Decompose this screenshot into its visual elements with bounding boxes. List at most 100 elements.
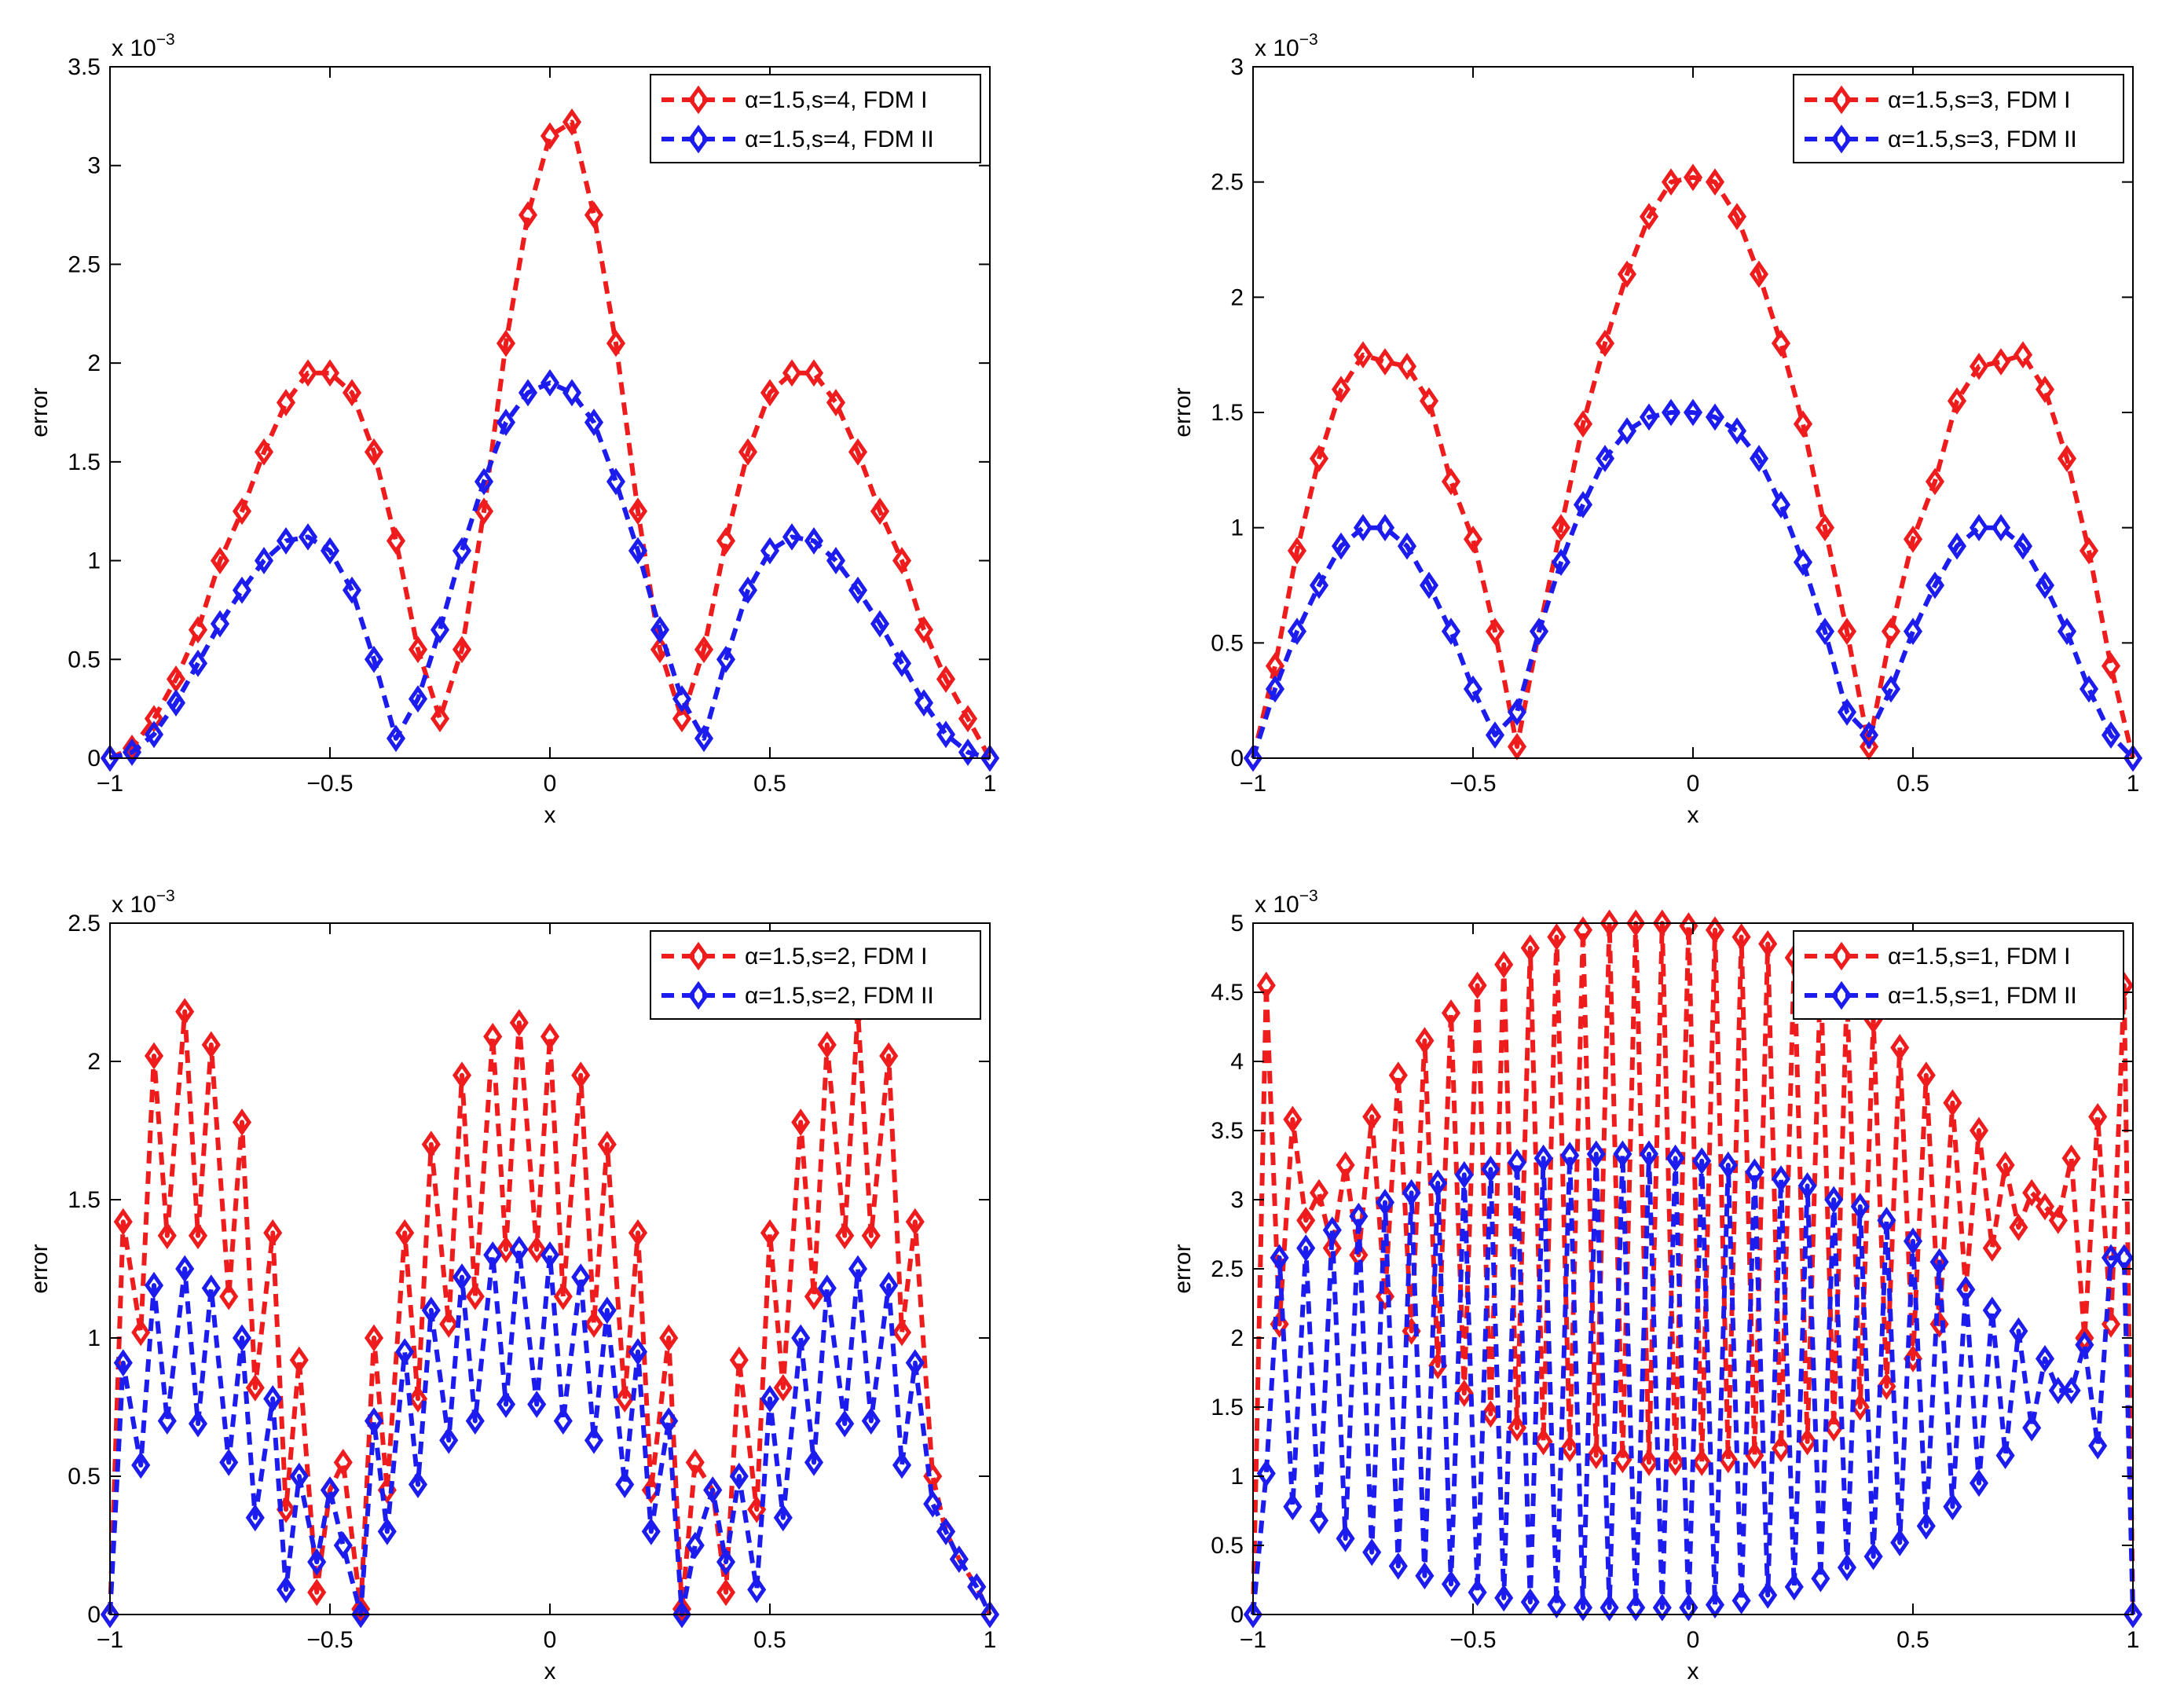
x-tick-label: 1: [2127, 771, 2140, 797]
data-point: [659, 1324, 679, 1352]
data-point: [1916, 1061, 1936, 1089]
data-point: [496, 1235, 516, 1263]
data-point: [430, 705, 450, 733]
data-point: [1749, 260, 1769, 288]
data-point: [628, 1338, 648, 1365]
y-tick-label: 1.5: [1211, 1395, 1244, 1420]
data-point: [1520, 1588, 1540, 1616]
data-point: [540, 1241, 560, 1269]
data-point: [2035, 1193, 2055, 1221]
plot-area: [110, 67, 990, 758]
data-point: [1441, 999, 1461, 1027]
y-scale-label: x 10−3: [112, 31, 175, 61]
x-tick-label: 1: [984, 1627, 997, 1653]
data-point: [2088, 1103, 2108, 1131]
data-point: [496, 409, 516, 436]
data-point: [1507, 1414, 1527, 1442]
data-point: [1485, 618, 1505, 646]
data-point: [2057, 618, 2077, 646]
data-point: [1665, 1449, 1685, 1476]
data-point: [430, 616, 450, 643]
x-tick-label: −1: [1240, 771, 1266, 797]
data-point: [157, 1407, 177, 1435]
data-point: [1265, 675, 1285, 703]
data-point: [465, 1407, 485, 1435]
data-point: [1837, 698, 1857, 726]
data-point: [232, 1109, 252, 1136]
data-point: [1784, 1573, 1804, 1601]
data-point: [672, 685, 692, 713]
data-point: [245, 1504, 265, 1532]
data-point: [1881, 675, 1901, 703]
data-point: [1397, 532, 1417, 560]
data-point: [254, 438, 274, 466]
data-point: [131, 1451, 151, 1479]
y-tick-label: 2: [87, 350, 101, 376]
data-point: [1375, 1189, 1395, 1216]
data-point: [870, 497, 890, 526]
data-point: [980, 1600, 1000, 1629]
data-point: [628, 497, 648, 526]
data-point: [1661, 398, 1681, 427]
data-point: [659, 1407, 679, 1435]
data-point: [144, 720, 164, 749]
data-point: [1547, 923, 1567, 951]
data-point: [1441, 618, 1461, 646]
data-point: [1375, 348, 1395, 376]
data-point: [2009, 1213, 2028, 1241]
data-point: [1617, 417, 1637, 445]
x-tick-label: −0.5: [1449, 771, 1496, 797]
data-point: [716, 1578, 736, 1607]
data-point: [188, 1409, 208, 1438]
data-point: [2101, 1244, 2121, 1272]
data-point: [1415, 1027, 1435, 1054]
data-point: [364, 645, 384, 673]
data-point: [1586, 1140, 1606, 1168]
legend-marker: [1830, 85, 1852, 115]
legend: α=1.5,s=2, FDM I α=1.5,s=2, FDM II: [650, 930, 981, 1020]
data-point: [562, 108, 582, 136]
x-tick-label: −1: [97, 1627, 123, 1653]
data-point: [1441, 1570, 1461, 1598]
series-2: [1243, 1140, 2143, 1629]
data-point: [2035, 571, 2055, 599]
data-point: [157, 1222, 177, 1250]
data-point: [1419, 387, 1439, 415]
data-point: [1375, 514, 1395, 542]
data-point: [408, 1385, 428, 1413]
data-point: [2035, 376, 2055, 404]
data-point: [439, 1310, 459, 1338]
data-point: [1824, 1414, 1844, 1442]
data-point: [1349, 1202, 1369, 1230]
data-point: [835, 1222, 855, 1250]
data-point: [1665, 1144, 1685, 1172]
y-tick-label: 3.5: [68, 54, 101, 80]
data-point: [1652, 1593, 1672, 1622]
data-point: [1626, 1593, 1646, 1622]
data-point: [540, 122, 560, 150]
data-point: [483, 1241, 503, 1269]
x-axis-label: x: [1687, 1659, 1699, 1684]
data-point: [144, 1042, 164, 1070]
data-point: [584, 1310, 604, 1338]
data-point: [1692, 1147, 1712, 1175]
legend-marker: [1830, 124, 1852, 154]
data-point: [1507, 698, 1527, 726]
data-point: [219, 1449, 239, 1476]
data-point: [958, 739, 978, 766]
data-point: [949, 1545, 969, 1573]
data-point: [1520, 934, 1540, 962]
data-point: [967, 1573, 987, 1601]
x-axis-label: x: [544, 1659, 556, 1684]
data-point: [817, 1274, 837, 1303]
data-point: [1296, 1234, 1316, 1262]
y-tick-label: 1.5: [68, 1187, 101, 1213]
data-point: [122, 739, 142, 766]
data-point: [773, 1504, 793, 1532]
data-point: [1705, 916, 1725, 944]
data-point: [540, 368, 560, 397]
x-axis-label: x: [544, 802, 556, 828]
y-scale-label: x 10−3: [1255, 887, 1318, 918]
data-point: [1353, 514, 1373, 542]
legend-marker: [687, 85, 709, 115]
